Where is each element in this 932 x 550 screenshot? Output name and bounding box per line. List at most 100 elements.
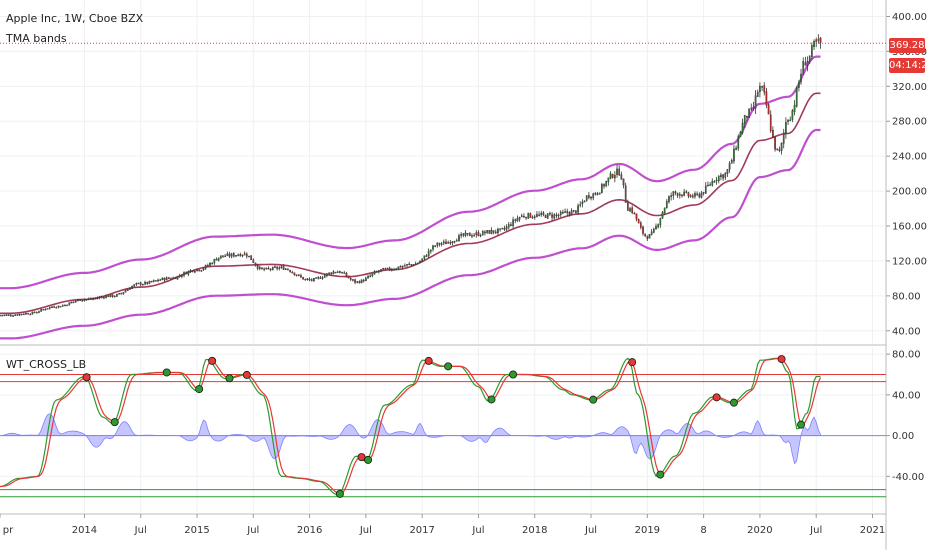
x-tick-label: Jul bbox=[134, 525, 147, 536]
symbol-legend[interactable]: Apple Inc, 1W, Cboe BZX bbox=[6, 12, 144, 25]
candle-up bbox=[555, 214, 558, 217]
candle-up bbox=[704, 185, 707, 194]
candle-up bbox=[808, 55, 811, 62]
indicator-legend[interactable]: TMA bands bbox=[6, 32, 67, 45]
candle-down bbox=[529, 213, 532, 218]
candle-down bbox=[722, 174, 724, 179]
candle-up bbox=[817, 39, 820, 41]
candle-down bbox=[774, 136, 776, 150]
candle-up bbox=[429, 249, 432, 252]
upper-band-line bbox=[0, 55, 821, 290]
candle-up bbox=[717, 175, 720, 182]
candle-up bbox=[713, 181, 716, 183]
candle-up bbox=[57, 305, 60, 308]
candle-down bbox=[525, 216, 527, 219]
candle-up bbox=[161, 277, 164, 281]
candle-up bbox=[328, 272, 330, 275]
candle-up bbox=[668, 196, 670, 203]
candle-down bbox=[681, 194, 683, 197]
candle-down bbox=[551, 214, 553, 218]
candle-up bbox=[811, 45, 813, 57]
candle-up bbox=[98, 296, 101, 299]
cross-dot-bull bbox=[110, 418, 119, 427]
candle-down bbox=[568, 212, 571, 215]
candle-down bbox=[163, 277, 166, 281]
x-tick-label: 2016 bbox=[297, 525, 322, 536]
candle-up bbox=[382, 267, 385, 270]
candle-down bbox=[531, 216, 534, 219]
candle-down bbox=[533, 216, 536, 218]
candle-up bbox=[237, 254, 239, 256]
candle-up bbox=[315, 277, 317, 279]
candle-up bbox=[414, 263, 417, 266]
candle-down bbox=[261, 267, 263, 270]
cross-dot-bull bbox=[656, 470, 665, 479]
cross-dot-bear bbox=[777, 355, 786, 364]
candle-down bbox=[637, 219, 640, 224]
candle-up bbox=[113, 295, 116, 298]
candle-up bbox=[391, 269, 393, 271]
candle-up bbox=[204, 265, 207, 269]
candle-up bbox=[122, 292, 125, 294]
candle-down bbox=[488, 230, 491, 234]
candle-up bbox=[356, 281, 359, 283]
candle-up bbox=[497, 228, 499, 234]
candle-down bbox=[767, 104, 770, 115]
candle-down bbox=[263, 268, 265, 270]
candle-up bbox=[754, 95, 757, 109]
candle-down bbox=[339, 271, 341, 273]
candle-up bbox=[789, 119, 792, 122]
candle-up bbox=[661, 212, 664, 219]
candle-up bbox=[124, 290, 127, 293]
candle-up bbox=[756, 91, 759, 97]
candle-down bbox=[256, 265, 259, 269]
candle-up bbox=[689, 195, 692, 197]
candle-down bbox=[90, 298, 92, 300]
candle-up bbox=[592, 193, 595, 199]
y-tick-label: 80.00 bbox=[892, 291, 921, 302]
candle-down bbox=[611, 174, 614, 178]
candle-up bbox=[46, 308, 49, 310]
y-tick-label: 320.00 bbox=[892, 82, 927, 93]
candle-up bbox=[42, 309, 45, 311]
x-tick-label: Jul bbox=[471, 525, 484, 536]
cross-dot-bear bbox=[242, 370, 251, 379]
candle-down bbox=[33, 311, 36, 314]
candle-up bbox=[183, 272, 185, 276]
candle-up bbox=[3, 314, 6, 317]
y-tick-label: 200.00 bbox=[892, 187, 927, 198]
candle-down bbox=[624, 185, 627, 203]
candle-down bbox=[388, 267, 391, 271]
candle-down bbox=[763, 85, 766, 93]
candle-up bbox=[126, 289, 129, 292]
lower-indicator-legend[interactable]: WT_CROSS_LB bbox=[6, 358, 87, 371]
candle-up bbox=[226, 253, 229, 256]
candle-down bbox=[289, 270, 291, 272]
candle-down bbox=[354, 279, 356, 283]
candle-down bbox=[804, 62, 807, 66]
candle-down bbox=[293, 272, 296, 275]
candle-up bbox=[92, 298, 94, 300]
candle-down bbox=[438, 243, 441, 245]
candle-down bbox=[267, 267, 270, 270]
mid-band-line bbox=[0, 92, 821, 315]
candle-down bbox=[618, 168, 621, 176]
candle-up bbox=[585, 195, 588, 201]
candle-down bbox=[250, 255, 252, 260]
candle-down bbox=[471, 235, 473, 237]
candle-up bbox=[614, 175, 616, 179]
candle-up bbox=[380, 269, 382, 271]
candle-down bbox=[410, 264, 413, 266]
candle-up bbox=[507, 224, 510, 228]
candle-up bbox=[512, 219, 514, 227]
cross-dot-bull bbox=[729, 398, 738, 407]
cross-dot-bear bbox=[82, 373, 91, 382]
candle-up bbox=[501, 227, 504, 230]
candle-down bbox=[107, 295, 110, 298]
candle-down bbox=[544, 214, 547, 218]
cross-dot-bull bbox=[364, 455, 373, 464]
candle-up bbox=[165, 277, 168, 281]
candle-up bbox=[741, 122, 744, 133]
candle-down bbox=[484, 231, 486, 234]
